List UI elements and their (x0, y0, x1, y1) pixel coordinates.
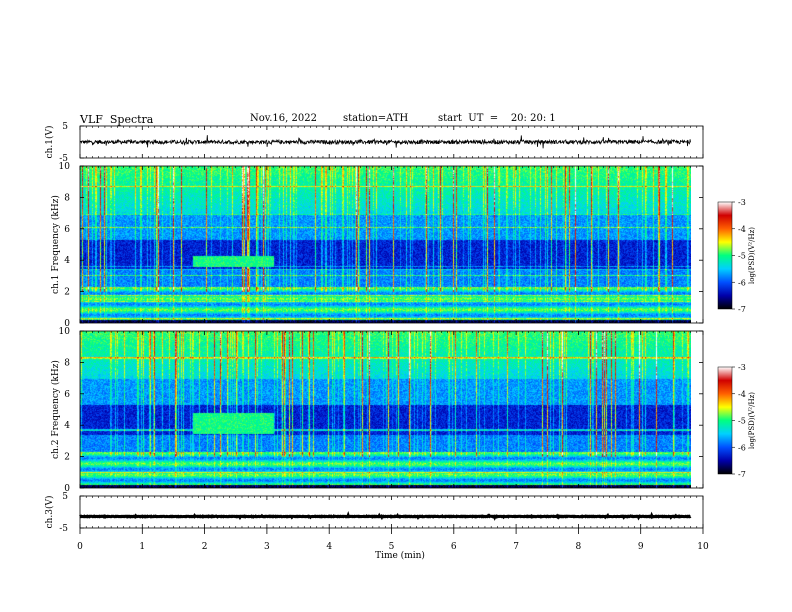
x-tick-label: 9 (638, 542, 644, 552)
y-tick-label: 5 (62, 122, 68, 132)
waveform-ch1-ylabel: ch.1(V) (44, 126, 55, 159)
spectrogram-ch2-colorbar (717, 366, 733, 475)
y-tick-label: 8 (64, 358, 70, 368)
spectrogram-ch2-colorbar-label: log(PSD)(V²/Hz) (748, 392, 756, 449)
colorbar-tick-label: -6 (738, 278, 746, 287)
x-tick-label: 7 (513, 542, 519, 552)
x-tick-label: 3 (264, 542, 270, 552)
x-tick-label: 6 (451, 542, 457, 552)
colorbar-tick-label: -6 (738, 443, 746, 452)
y-tick-label: 6 (64, 225, 70, 235)
waveform-ch1-trace (79, 135, 691, 149)
y-tick-label: 4 (64, 256, 70, 266)
x-tick-label: 0 (77, 542, 83, 552)
y-tick-label: 6 (64, 390, 70, 400)
chart-title: VLF Spectra (80, 113, 154, 126)
colorbar-tick-label: -7 (738, 470, 746, 479)
y-tick-label: 2 (64, 288, 70, 298)
y-tick-label: 0 (64, 484, 70, 494)
spectrogram-ch1-colorbar (717, 201, 733, 310)
spectrogram-ch1-ylabel: ch.1 Frequency (kHz) (50, 195, 61, 294)
spectrogram-ch1-panel (79, 165, 733, 324)
waveform-ch3-panel (79, 495, 704, 529)
x-tick-label: 4 (326, 542, 332, 552)
x-tick-label: 8 (576, 542, 582, 552)
y-tick-label: 5 (62, 492, 68, 502)
spectrogram-ch1-image (80, 166, 691, 323)
x-tick-label: 2 (202, 542, 208, 552)
waveform-ch3-ylabel: ch.3(V) (44, 496, 55, 529)
date-label: Nov.16, 2022 (250, 113, 317, 124)
start-time-label: start UT = 20: 20: 1 (438, 113, 556, 124)
waveform-ch1-panel (79, 125, 704, 159)
y-tick-label: 4 (64, 421, 70, 431)
spectrogram-ch2-panel (79, 330, 733, 489)
y-tick-label: 0 (64, 319, 70, 329)
x-tick-label: 1 (139, 542, 145, 552)
x-tick-label: 10 (697, 542, 709, 552)
y-tick-label: 10 (59, 327, 71, 337)
spectrogram-ch1-colorbar-label: log(PSD)(V²/Hz) (748, 227, 756, 284)
x-axis-label: Time (min) (375, 550, 425, 561)
y-tick-label: 8 (64, 193, 70, 203)
spectrogram-ch2-ylabel: ch.2 Frequency (kHz) (50, 360, 61, 459)
colorbar-tick-label: -5 (738, 417, 746, 426)
colorbar-tick-label: -4 (738, 225, 746, 234)
station-label: station=ATH (343, 113, 409, 124)
colorbar-tick-label: -3 (738, 363, 746, 372)
colorbar-tick-label: -4 (738, 390, 746, 399)
spectrogram-ch2-image (80, 331, 691, 488)
y-tick-label: 2 (64, 453, 70, 463)
y-tick-label: -5 (59, 154, 68, 164)
y-tick-label: -5 (59, 524, 68, 534)
waveform-ch3-trace (79, 510, 692, 521)
y-tick-label: 10 (59, 162, 71, 172)
waveform-ch3-frame (79, 495, 704, 529)
colorbar-tick-label: -5 (738, 252, 746, 261)
x-tick-label: 5 (389, 542, 395, 552)
colorbar-tick-label: -3 (738, 198, 746, 207)
colorbar-tick-label: -7 (738, 305, 746, 314)
